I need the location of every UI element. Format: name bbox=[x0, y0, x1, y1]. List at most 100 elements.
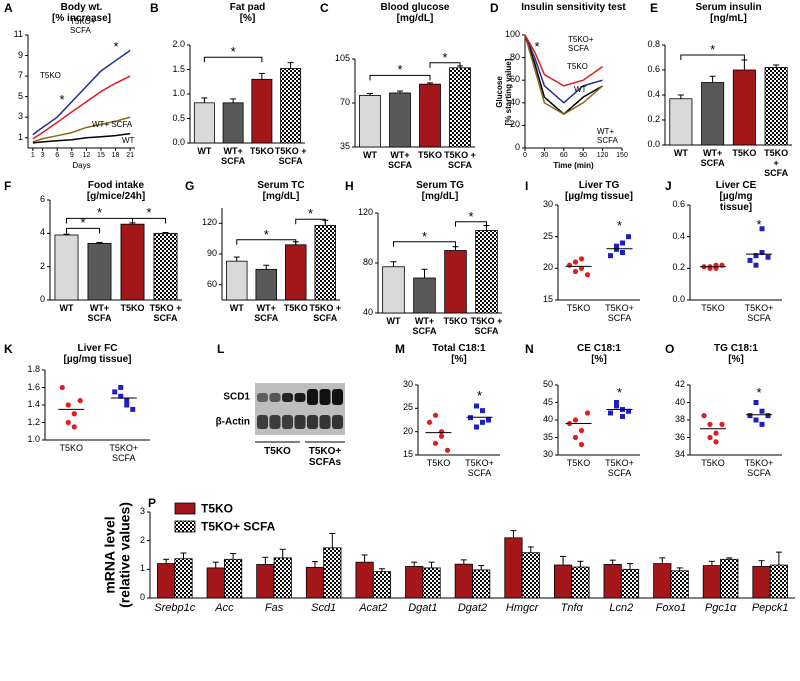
data-point bbox=[620, 414, 625, 419]
legend-swatch bbox=[174, 502, 196, 515]
x-tick-label: Fas bbox=[264, 602, 284, 614]
x-tick-label: WT bbox=[197, 146, 212, 156]
data-point bbox=[759, 250, 765, 255]
x-tick-label: T5KO bbox=[443, 316, 468, 326]
bar bbox=[255, 268, 277, 301]
bar bbox=[419, 83, 441, 148]
x-tick-label: Hmgcr bbox=[505, 602, 539, 614]
bar bbox=[251, 78, 273, 144]
series-label: T5KO+ SCFA bbox=[568, 35, 594, 53]
legend-label: T5KO+ SCFA bbox=[201, 519, 276, 534]
x-tick-label: T5KO + SCFA bbox=[764, 148, 789, 178]
data-point bbox=[566, 262, 573, 268]
data-point bbox=[614, 400, 619, 405]
bar bbox=[273, 557, 292, 599]
x-tick-label: T5KO + SCFA bbox=[309, 303, 342, 323]
data-point bbox=[765, 413, 771, 419]
bar bbox=[449, 67, 471, 148]
x-tick-label: T5KO bbox=[249, 146, 274, 156]
y-tick-label: 0.2 bbox=[672, 262, 685, 273]
series-line bbox=[32, 49, 131, 136]
bar bbox=[54, 234, 79, 301]
x-tick-label: Acat2 bbox=[359, 602, 388, 614]
blot-band bbox=[269, 415, 281, 429]
y-tick-label: 40 bbox=[542, 414, 553, 425]
significance-label: * bbox=[616, 384, 623, 400]
x-tick-label: 90 bbox=[579, 152, 588, 159]
x-axis-label: Days bbox=[72, 161, 91, 170]
y-tick-label: 0 bbox=[514, 142, 520, 153]
x-tick-label: T5KO bbox=[283, 303, 308, 313]
y-tick-label: 1.0 bbox=[27, 434, 40, 445]
bar bbox=[285, 244, 307, 301]
bar bbox=[553, 564, 573, 599]
y-tick-label: 5 bbox=[17, 90, 23, 101]
x-tick-label: Lcn2 bbox=[609, 602, 634, 614]
x-tick-label: WT+ SCFA bbox=[221, 146, 246, 166]
legend-label: T5KO bbox=[201, 501, 234, 516]
y-tick-label: 6 bbox=[39, 194, 45, 205]
data-point bbox=[432, 440, 439, 446]
bar bbox=[702, 565, 721, 599]
series-label: T5KO+ SCFA bbox=[70, 17, 96, 35]
y-tick-label: 1.0 bbox=[172, 88, 185, 99]
data-point bbox=[614, 243, 619, 249]
bar bbox=[193, 102, 215, 144]
panel-title: Food intake [g/mice/24h] bbox=[86, 180, 146, 202]
panel-title: Insulin sensitivity test bbox=[521, 2, 626, 13]
y-tick-label: 36 bbox=[674, 431, 685, 442]
y-tick-label: 45 bbox=[542, 396, 553, 407]
x-tick-label: WT bbox=[673, 148, 688, 158]
bar bbox=[603, 564, 622, 599]
data-point bbox=[584, 272, 591, 278]
panel-letter: F bbox=[4, 179, 12, 193]
y-tick-label: 9 bbox=[17, 49, 23, 60]
x-tick-label: T5KO bbox=[566, 458, 591, 468]
x-tick-label: T5KO+ SCFA bbox=[744, 458, 774, 478]
data-point bbox=[747, 413, 753, 419]
data-point bbox=[572, 434, 579, 441]
y-tick-label: 38 bbox=[674, 414, 685, 425]
x-tick-label: 120 bbox=[596, 152, 609, 159]
x-tick-label: Pgc1α bbox=[704, 602, 737, 614]
y-tick-label: 30 bbox=[402, 379, 413, 390]
blot-band bbox=[294, 393, 306, 402]
panel-letter: P bbox=[148, 496, 157, 510]
bar bbox=[226, 260, 248, 301]
x-tick-label: 15 bbox=[97, 152, 105, 159]
y-tick-label: 20 bbox=[542, 262, 553, 273]
y-tick-label: 25 bbox=[402, 402, 413, 413]
panel-letter: O bbox=[665, 342, 675, 356]
y-tick-label: 0.0 bbox=[172, 137, 185, 148]
y-tick-label: 60 bbox=[206, 278, 217, 289]
significance-label: * bbox=[442, 49, 448, 65]
y-tick-label: 80 bbox=[362, 257, 373, 268]
series-line bbox=[524, 34, 603, 116]
blot-band bbox=[294, 415, 306, 429]
significance-bracket bbox=[393, 241, 456, 247]
bar bbox=[732, 69, 756, 146]
bar bbox=[256, 564, 275, 599]
bar bbox=[120, 223, 145, 301]
significance-label: * bbox=[59, 92, 65, 107]
x-tick-label: Tnfα bbox=[560, 602, 583, 614]
panel-title: Total C18:1 [%] bbox=[432, 343, 486, 365]
data-point bbox=[626, 408, 631, 414]
x-tick-label: T5KO + SCFA bbox=[444, 150, 476, 170]
y-tick-label: 15 bbox=[402, 449, 413, 460]
y-tick-label: 30 bbox=[542, 449, 553, 460]
x-tick-label: 1 bbox=[30, 152, 35, 159]
bar bbox=[444, 250, 467, 314]
data-point bbox=[572, 417, 579, 423]
significance-label: * bbox=[307, 206, 314, 222]
y-tick-label: 35 bbox=[542, 431, 553, 442]
data-point bbox=[124, 402, 130, 408]
bar bbox=[413, 277, 436, 314]
x-tick-label: T5KO bbox=[701, 303, 725, 313]
x-tick-label: 12 bbox=[82, 152, 91, 159]
y-tick-label: 120 bbox=[357, 207, 373, 218]
panel-title: Blood glucose [mg/dL] bbox=[380, 2, 450, 24]
x-tick-label: T5KO + SCFA bbox=[274, 146, 307, 166]
y-tick-label: 0.6 bbox=[647, 64, 660, 75]
blot-band bbox=[282, 415, 293, 429]
